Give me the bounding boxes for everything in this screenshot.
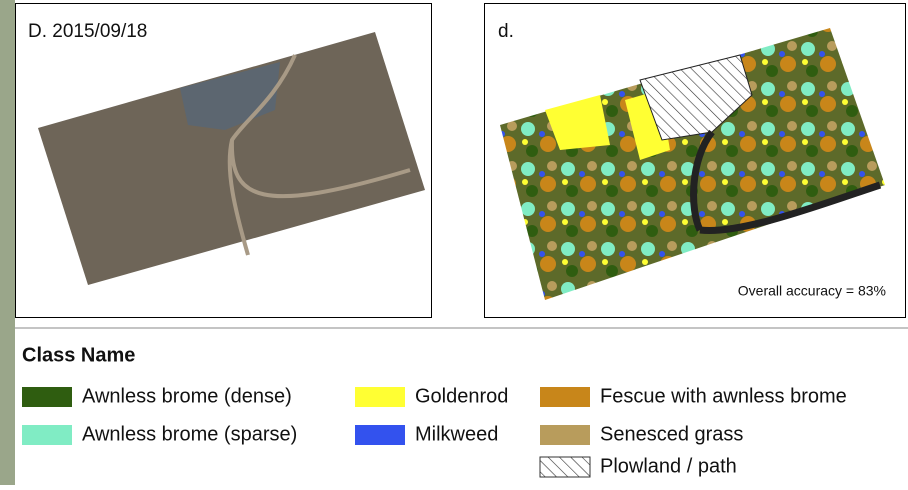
panel-label: D. 2015/09/18 xyxy=(28,21,147,42)
legend-title: Class Name xyxy=(22,344,135,366)
legend-swatch xyxy=(355,387,405,407)
edge-photo xyxy=(0,0,15,485)
legend-swatch xyxy=(22,425,72,445)
legend-label: Fescue with awnless brome xyxy=(600,385,847,407)
legend-swatch xyxy=(22,387,72,407)
panel-label: d. xyxy=(498,21,514,42)
legend-swatch xyxy=(540,387,590,407)
legend-swatch xyxy=(355,425,405,445)
legend-label: Milkweed xyxy=(415,423,498,445)
figure: D. 2015/09/18 d. Overall accuracy = 83% … xyxy=(0,0,908,485)
legend-label: Senesced grass xyxy=(600,423,743,445)
legend-swatch xyxy=(540,425,590,445)
legend-label: Awnless brome (dense) xyxy=(82,385,292,407)
legend-label: Goldenrod xyxy=(415,385,508,407)
legend-label: Plowland / path xyxy=(600,455,737,477)
legend-swatch xyxy=(540,457,590,477)
legend-label: Awnless brome (sparse) xyxy=(82,423,297,445)
accuracy-note: Overall accuracy = 83% xyxy=(738,283,886,299)
